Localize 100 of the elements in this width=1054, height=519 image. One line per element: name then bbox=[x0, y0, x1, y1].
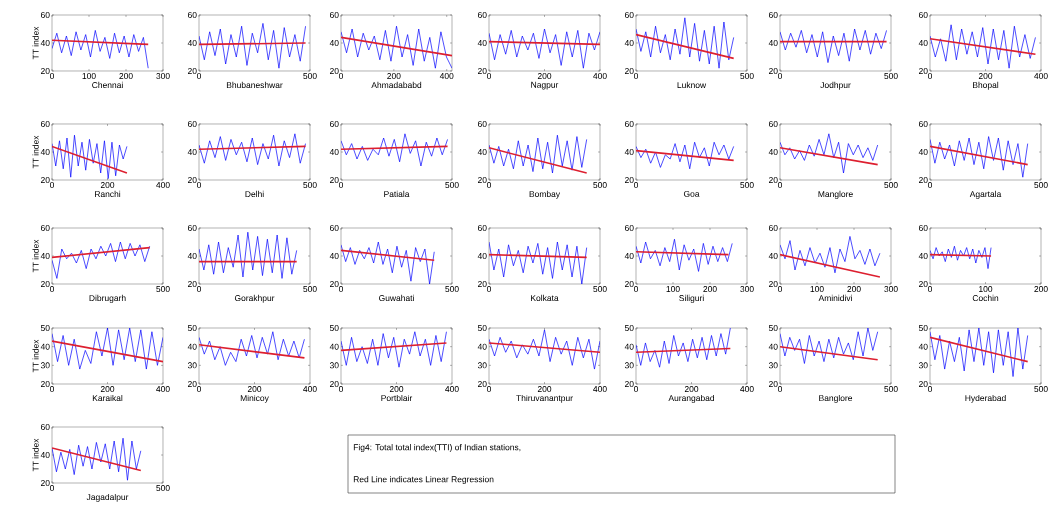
y-axis-title: TT index bbox=[32, 239, 39, 273]
x-tick-label: 500 bbox=[1034, 182, 1048, 189]
x-tick-label: 0 bbox=[777, 182, 783, 189]
x-tick-label: 200 bbox=[389, 386, 404, 393]
y-tick-label: 60 bbox=[40, 12, 50, 18]
y-tick-label: 20 bbox=[187, 68, 197, 74]
y-tick-label: 40 bbox=[918, 253, 928, 259]
y-tick-label: 20 bbox=[918, 381, 928, 387]
y-tick-label: 40 bbox=[187, 149, 197, 155]
y-tick-label: 20 bbox=[187, 177, 197, 183]
y-tick-label: 60 bbox=[919, 225, 928, 231]
x-tick-label: 300 bbox=[740, 286, 754, 293]
x-tick-label: 500 bbox=[156, 485, 170, 492]
x-axis-title: Guwahati bbox=[379, 294, 414, 302]
x-tick-label: 0 bbox=[633, 182, 639, 189]
y-axis-title: TT index bbox=[32, 26, 39, 60]
x-axis-title: Kolkata bbox=[531, 294, 559, 302]
x-tick-label: 400 bbox=[445, 386, 459, 393]
y-tick-label: 50 bbox=[187, 325, 197, 331]
y-tick-label: 40 bbox=[477, 40, 487, 46]
line-series bbox=[52, 437, 142, 481]
y-tick-label: 40 bbox=[918, 343, 928, 350]
y-tick-label: 20 bbox=[40, 480, 50, 486]
x-tick-label: 0 bbox=[633, 386, 639, 393]
x-axis-title: Chennai bbox=[92, 81, 123, 89]
y-tick-label: 60 bbox=[625, 12, 634, 18]
line-series bbox=[780, 328, 879, 364]
x-axis-title: Luknow bbox=[677, 81, 707, 89]
x-tick-label: 0 bbox=[777, 286, 783, 293]
y-axis-title: TT index bbox=[32, 438, 39, 472]
y-tick-label: 40 bbox=[329, 40, 339, 46]
y-tick-label: 40 bbox=[187, 253, 197, 259]
line-series bbox=[341, 331, 447, 368]
y-tick-label: 60 bbox=[919, 121, 928, 127]
x-tick-label: 0 bbox=[338, 386, 344, 393]
x-tick-label: 400 bbox=[303, 386, 317, 393]
x-axis-title: Ahmadababd bbox=[371, 81, 422, 89]
y-tick-label: 20 bbox=[329, 177, 339, 183]
x-axis-title: Jagadalpur bbox=[86, 493, 129, 502]
x-axis-title: Ranchi bbox=[95, 190, 121, 198]
y-tick-label: 40 bbox=[40, 343, 50, 350]
line-series bbox=[199, 23, 306, 69]
y-tick-label: 60 bbox=[187, 12, 197, 18]
x-tick-label: 400 bbox=[740, 386, 754, 393]
line-series bbox=[52, 30, 149, 69]
x-tick-label: 200 bbox=[100, 182, 115, 189]
line-series bbox=[636, 328, 731, 368]
x-tick-label: 0 bbox=[49, 182, 55, 189]
x-axis-title: Siliguri bbox=[679, 294, 704, 303]
x-tick-label: 500 bbox=[156, 286, 170, 293]
y-tick-label: 40 bbox=[40, 149, 50, 155]
line-series bbox=[341, 25, 452, 69]
x-tick-label: 200 bbox=[100, 386, 115, 393]
y-tick-label: 20 bbox=[477, 381, 487, 387]
y-axis-title: TT index bbox=[32, 339, 39, 373]
x-tick-label: 0 bbox=[49, 286, 55, 293]
line-series bbox=[780, 236, 881, 274]
y-tick-label: 50 bbox=[768, 325, 778, 331]
y-tick-label: 40 bbox=[477, 343, 487, 350]
caption: Fig4: Total total index(TTI) of Indian stations, bbox=[353, 444, 521, 452]
y-tick-label: 40 bbox=[768, 253, 778, 259]
x-axis-title: Minicoy bbox=[240, 394, 269, 403]
y-tick-label: 30 bbox=[329, 362, 339, 369]
x-tick-label: 200 bbox=[247, 386, 262, 393]
y-tick-label: 20 bbox=[40, 68, 50, 74]
x-axis-title: Patiala bbox=[384, 190, 410, 198]
x-axis-title: Bhopal bbox=[973, 81, 999, 90]
x-tick-label: 0 bbox=[486, 182, 492, 189]
x-tick-label: 500 bbox=[740, 73, 754, 80]
line-series bbox=[636, 238, 733, 272]
y-tick-label: 50 bbox=[40, 325, 50, 331]
y-tick-label: 40 bbox=[40, 40, 50, 46]
line-series bbox=[930, 136, 1029, 178]
y-tick-label: 40 bbox=[477, 253, 487, 259]
x-tick-label: 0 bbox=[196, 182, 202, 189]
x-tick-label: 100 bbox=[666, 286, 680, 293]
y-tick-label: 60 bbox=[40, 121, 50, 127]
x-tick-label: 0 bbox=[49, 386, 55, 393]
y-tick-label: 60 bbox=[625, 225, 634, 231]
x-axis-title: Banglore bbox=[819, 394, 853, 403]
x-axis-title: Dibrugarh bbox=[89, 294, 126, 303]
y-tick-label: 40 bbox=[918, 149, 928, 155]
y-tick-label: 60 bbox=[478, 225, 487, 231]
x-tick-label: 0 bbox=[338, 286, 344, 293]
x-tick-label: 500 bbox=[593, 286, 607, 293]
y-tick-label: 20 bbox=[768, 68, 778, 74]
line-series bbox=[52, 328, 163, 370]
x-tick-label: 200 bbox=[978, 73, 993, 80]
y-tick-label: 30 bbox=[768, 362, 778, 369]
y-tick-label: 60 bbox=[187, 121, 197, 127]
x-tick-label: 300 bbox=[156, 73, 170, 80]
y-tick-label: 60 bbox=[330, 121, 339, 127]
y-tick-label: 60 bbox=[330, 225, 339, 231]
y-axis-title: TT index bbox=[32, 135, 39, 169]
x-tick-label: 0 bbox=[49, 485, 55, 492]
x-tick-label: 0 bbox=[927, 386, 933, 393]
x-axis-title: Portblair bbox=[381, 394, 413, 402]
x-tick-label: 500 bbox=[593, 182, 607, 189]
x-axis-title: Cochin bbox=[972, 294, 999, 302]
x-tick-label: 0 bbox=[777, 73, 783, 80]
